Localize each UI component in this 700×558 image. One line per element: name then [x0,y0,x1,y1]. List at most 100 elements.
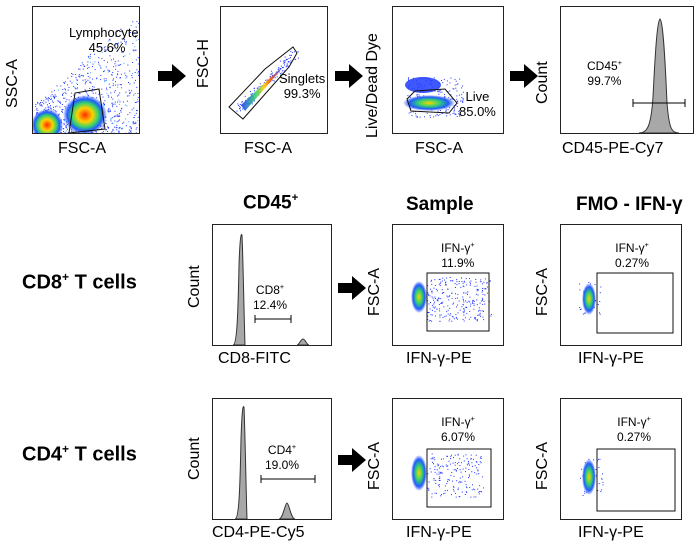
event-dot [444,490,446,492]
event-dot [478,307,480,309]
event-dot [466,301,468,303]
event-dot [482,310,484,312]
event-dot [454,113,456,115]
event-dot [429,320,431,321]
event-dot [73,85,75,87]
event-dot [41,101,43,103]
event-dot [432,461,433,463]
event-dot [115,68,117,70]
event-dot [108,110,110,112]
event-dot [120,28,122,30]
event-dot [438,477,440,479]
event-dot [116,129,118,131]
event-dot [251,103,253,105]
event-dot [432,458,434,460]
event-dot [131,127,132,129]
event-dot [131,73,133,74]
event-dot [71,92,73,94]
event-dot [447,465,449,467]
event-dot [49,108,51,110]
event-dot [466,458,468,460]
cd8-sample-neg-density [411,281,427,313]
p1-xlabel: FSC-A [58,140,106,157]
event-dot [128,89,130,91]
event-dot [435,482,437,484]
header-fmo: FMO - IFN-γ [576,194,683,215]
event-dot [443,79,445,81]
event-dot [119,77,121,78]
event-dot [118,130,120,132]
event-dot [465,454,467,456]
event-dot [129,53,131,55]
event-dot [476,285,478,287]
event-dot [103,102,105,104]
event-dot [63,83,65,84]
event-dot [451,320,453,322]
event-dot [469,311,471,312]
event-dot [109,55,111,57]
singlets-plot: Singlets 99.3% [220,6,328,134]
event-dot [471,458,472,460]
event-dot [449,295,451,297]
event-dot [258,86,260,88]
cd8-fmo-ylabel: FSC-A [534,268,551,316]
event-dot [107,126,109,128]
event-dot [65,101,67,103]
event-dot [250,94,252,96]
event-dot [464,281,466,283]
event-dot [451,297,453,299]
cd45-histogram-svg [632,18,686,133]
event-dot [64,132,66,133]
event-dot [440,314,442,316]
event-dot [107,94,109,96]
event-dot [129,70,131,72]
event-dot [112,129,114,131]
event-dot [468,474,470,476]
event-dot [116,121,118,123]
event-dot [584,492,586,494]
event-dot [125,125,127,127]
event-dot [446,311,448,313]
event-dot [138,39,139,40]
event-dot [441,289,443,291]
event-dot [113,58,114,60]
event-dot [74,87,76,88]
event-dot [132,49,134,51]
event-dot [431,292,433,294]
event-dot [437,290,438,292]
event-dot [90,82,92,84]
row-label-cd4: CD4+ T cells [22,442,137,467]
event-dot [64,106,66,107]
event-dot [118,126,120,128]
event-dot [135,59,137,61]
event-dot [438,283,440,285]
event-dot [480,281,482,283]
cd4-fmo-gate-pct: 0.27% [617,430,652,444]
event-dot [457,318,458,320]
event-dot [103,103,105,105]
event-dot [107,96,109,98]
event-dot [283,64,285,66]
event-dot [86,64,88,66]
event-dot [475,454,477,456]
event-dot [113,44,115,46]
event-dot [438,304,440,306]
event-dot [111,104,113,106]
event-dot [468,460,469,462]
event-dot [77,84,78,85]
event-dot [93,86,95,88]
event-dot [63,97,65,99]
event-dot [457,463,458,465]
event-dot [430,302,431,303]
event-dot [466,487,468,489]
event-dot [92,88,93,90]
event-dot [448,320,450,322]
event-dot [440,472,442,474]
event-dot [438,471,440,473]
event-dot [477,314,479,316]
event-dot [89,77,91,79]
event-dot [63,122,65,124]
cd4-fmo-ylabel: FSC-A [534,442,551,490]
event-dot [244,95,246,97]
event-dot [463,460,465,462]
